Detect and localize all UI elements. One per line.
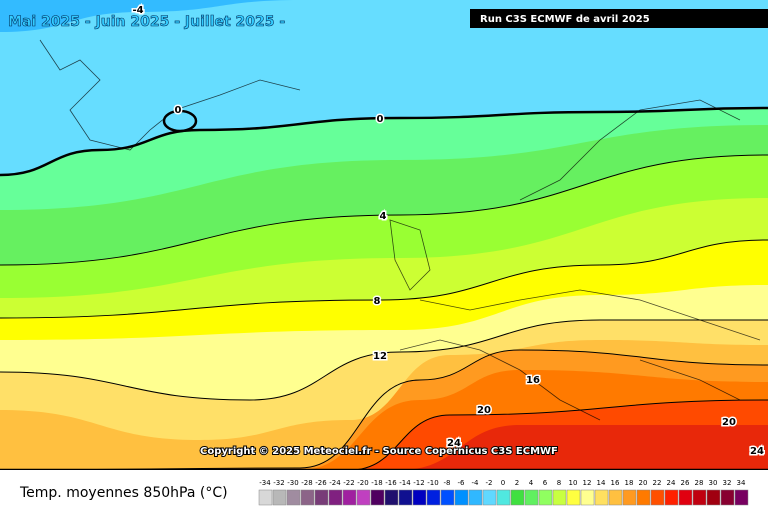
scale-tick-label: -28 [301,479,312,487]
scale-tick-label: -18 [371,479,382,487]
color-swatch [454,489,469,506]
color-swatch [692,489,707,506]
color-swatch [566,489,581,506]
color-swatch [552,489,567,506]
scale-tick-label: 28 [695,479,704,487]
color-swatch [314,489,329,506]
scale-tick-label: -14 [399,479,411,487]
color-swatch [678,489,693,506]
scale-tick-label: -12 [413,479,424,487]
color-swatch [272,489,287,506]
scale-tick-label: -24 [329,479,341,487]
color-swatch [300,489,315,506]
scale-tick-label: 16 [611,479,620,487]
contour-label: 4 [380,211,387,222]
color-swatch [608,489,623,506]
color-swatch [622,489,637,506]
color-swatch [496,489,511,506]
color-swatch [482,489,497,506]
color-swatch [370,489,385,506]
scale-tick-label: 0 [501,479,505,487]
scale-tick-label: -22 [343,479,354,487]
contour-label: 16 [526,375,540,386]
scale-tick-label: 32 [723,479,732,487]
color-swatch [734,489,749,506]
color-swatch [384,489,399,506]
temperature-field [0,0,768,470]
temp-band [0,0,300,32]
scale-tick-label: 24 [667,479,676,487]
scale-tick-label: 2 [515,479,519,487]
contour-label: 20 [722,417,736,428]
color-swatch [342,489,357,506]
scale-tick-label: 10 [569,479,578,487]
coastlines [39,39,761,421]
isotherm [0,349,768,471]
scale-tick-label: -26 [315,479,327,487]
contour-label: 0 [175,105,182,116]
contour-label: 24 [750,446,764,457]
scale-tick-label: 12 [583,479,592,487]
isotherm [162,109,198,133]
scale-tick-label: 20 [639,479,648,487]
scale-tick-label: -10 [427,479,438,487]
contour-label: 12 [373,351,387,362]
scale-tick-label: 8 [557,479,561,487]
scale-tick-label: 6 [543,479,548,487]
scale-tick-label: -6 [458,479,466,487]
color-swatch [636,489,651,506]
scale-tick-label: 18 [625,479,634,487]
color-swatch [594,489,609,506]
isotherm [0,319,768,401]
contour-label: -4 [132,5,143,16]
color-swatch [328,489,343,506]
color-swatch [580,489,595,506]
color-swatch [650,489,665,506]
color-swatch [286,489,301,506]
color-swatch [412,489,427,506]
scale-tick-label: 34 [737,479,746,487]
scale-tick-label: -30 [287,479,298,487]
contour-label: 20 [477,405,491,416]
scale-tick-label: -34 [259,479,271,487]
run-label: Run C3S ECMWF de avril 2025 [480,14,650,25]
color-swatch [510,489,525,506]
scale-tick-label: -2 [486,479,493,487]
scale-tick-label: -4 [472,479,480,487]
color-swatch [440,489,455,506]
scale-tick-label: 14 [597,479,606,487]
scale-tick-label: 26 [681,479,690,487]
color-swatch [426,489,441,506]
scale-tick-label: -16 [385,479,397,487]
color-swatch [664,489,679,506]
isotherm [0,106,768,177]
color-swatch [524,489,539,506]
color-swatch [468,489,483,506]
scale-tick-label: -8 [444,479,451,487]
isotherm [0,154,768,266]
contour-label: 0 [377,114,384,125]
legend-title: Temp. moyennes 850hPa (°C) [19,485,228,501]
scale-tick-label: -32 [273,479,284,487]
contour-label: 8 [374,296,381,307]
color-swatch [538,489,553,506]
scale-tick-label: 4 [529,479,534,487]
color-swatch [258,489,273,506]
map-title: Mai 2025 - Juin 2025 - Juillet 2025 - [8,14,285,30]
scale-tick-label: 22 [653,479,662,487]
run-box [470,9,768,28]
color-swatch [356,489,371,506]
color-swatch [720,489,735,506]
contour-label: 24 [447,438,461,449]
color-scale: -34 -32 -30 -28 -26 -24 -22 -20 -18 -16 -14 -12 -10-… [258,479,749,506]
scale-tick-label: 30 [709,479,718,487]
temp-band [0,0,768,175]
color-swatch [706,489,721,506]
isotherm [0,239,768,319]
scale-tick-label: -20 [357,479,368,487]
color-swatch [398,489,413,506]
copyright: Copyright © 2025 Meteociel.fr - Source C… [200,446,558,457]
